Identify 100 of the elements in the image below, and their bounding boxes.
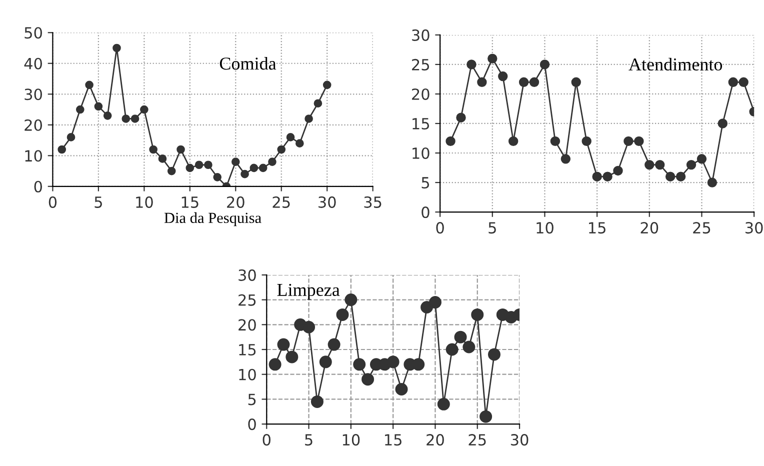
point [644,160,654,170]
point [231,158,240,166]
point [462,340,476,354]
y-tick-label: 30 [412,29,430,41]
point [167,166,176,176]
y-tick-label: 50 [24,27,42,39]
point [437,398,450,410]
annotation: Limpeza [277,284,340,300]
point [665,172,676,182]
point [112,44,121,52]
y-tick-label: 30 [238,269,256,281]
point [328,338,340,351]
y-tick-label: 0 [34,180,42,192]
x-tick-label: 25 [272,196,290,208]
point [194,160,204,170]
x-tick-label: 25 [468,434,486,446]
y-tick-label: 0 [422,206,430,218]
x-tick-label: 15 [385,434,402,446]
point [250,164,258,172]
point [508,136,518,146]
point [498,71,508,82]
point [286,350,298,364]
point [353,358,366,371]
point [718,118,728,128]
x-tick-label: 0 [48,196,57,208]
y-tick-label: 25 [238,294,256,306]
x-tick-label: 5 [488,222,496,234]
x-tick-label: 10 [136,196,153,208]
point [76,105,84,114]
point [258,164,268,172]
point [480,410,492,423]
point [314,99,322,108]
point [488,54,498,64]
point [268,158,276,166]
y-tick-label: 0 [248,418,256,430]
point [471,308,484,321]
point [362,373,374,386]
point [130,114,140,123]
point [277,338,290,351]
y-tick-label: 5 [248,394,256,406]
point [149,145,158,154]
y-tick-label: 10 [412,147,430,160]
point [240,170,249,178]
point [386,356,400,368]
point [634,136,644,146]
point [319,356,332,368]
y-tick-label: 25 [412,58,430,70]
point [395,383,408,396]
point [454,330,467,344]
y-tick-label: 5 [422,177,430,189]
point [518,77,529,88]
x-axis-title: Dia da Pesquisa [164,212,262,226]
point [676,172,686,182]
point [295,139,304,148]
x-tick-label: 20 [640,222,658,234]
annotation: Atendimento [628,58,722,71]
point [122,114,130,123]
x-tick-label: 20 [227,196,244,208]
point [322,80,332,90]
point [428,296,442,309]
point [592,172,602,182]
y-tick-label: 10 [239,368,256,380]
point [158,154,167,163]
point [446,136,456,146]
y-tick-label: 30 [24,88,42,100]
point [571,77,581,88]
point [310,395,324,408]
x-tick-label: 0 [262,434,270,446]
point [344,294,358,306]
x-tick-label: 5 [305,434,312,446]
annotation: Comida [220,57,276,70]
point [550,136,560,146]
point [488,348,500,361]
point [456,112,466,122]
point [738,77,748,88]
point [302,320,316,334]
point [58,145,66,154]
x-tick-label: 15 [589,222,606,234]
point [204,160,212,170]
x-tick-label: 5 [94,196,102,208]
point [655,160,665,170]
point [540,60,550,70]
point [176,145,185,154]
point [466,60,476,70]
point [602,172,612,182]
point [304,114,313,123]
point [446,343,458,356]
point [686,160,696,170]
y-tick-label: 20 [238,319,256,331]
x-tick-label: 30 [318,196,336,208]
x-tick-label: 15 [182,196,198,208]
x-tick-label: 30 [510,434,528,446]
y-tick-label: 20 [412,88,430,100]
x-tick-label: 0 [436,222,444,234]
y-tick-label: 15 [239,344,256,356]
point [728,77,738,88]
x-tick-label: 35 [364,196,382,208]
x-tick-label: 10 [536,222,554,234]
point [94,102,103,111]
point [336,308,349,321]
